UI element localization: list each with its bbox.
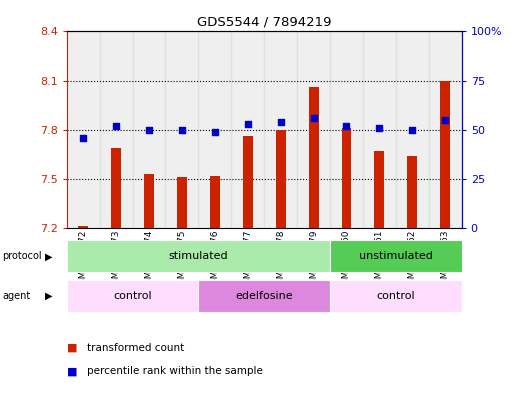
Bar [440,81,450,228]
Text: protocol: protocol [3,252,42,261]
Text: agent: agent [3,291,31,301]
Bar [264,31,297,228]
Point [112,123,120,129]
Bar [144,174,154,228]
Bar [374,151,384,228]
Bar [231,31,264,228]
Bar [309,87,319,228]
Bar [330,241,462,272]
Bar [199,280,330,312]
Point [376,125,384,131]
Text: control: control [377,291,415,301]
Bar [429,31,462,228]
Text: ▶: ▶ [45,252,52,261]
Bar [111,148,121,228]
Point [441,117,449,123]
Bar [275,130,286,228]
Text: control: control [113,291,152,301]
Bar [363,31,396,228]
Point [79,134,87,141]
Point [277,119,285,125]
Bar [396,31,429,228]
Point [342,123,350,129]
Bar [330,31,363,228]
Text: ■: ■ [67,343,77,353]
Bar [67,241,330,272]
Bar [78,226,88,228]
Bar [210,176,220,228]
Title: GDS5544 / 7894219: GDS5544 / 7894219 [197,16,331,29]
Text: percentile rank within the sample: percentile rank within the sample [87,366,263,376]
Bar [407,156,417,228]
Point [178,127,186,133]
Bar [165,31,199,228]
Bar [342,128,351,228]
Bar [199,31,231,228]
Bar [132,31,165,228]
Text: unstimulated: unstimulated [359,252,433,261]
Bar [67,31,100,228]
Bar [297,31,330,228]
Point [211,129,219,135]
Bar [177,177,187,228]
Text: ■: ■ [67,366,77,376]
Text: edelfosine: edelfosine [235,291,293,301]
Point [408,127,417,133]
Text: ▶: ▶ [45,291,52,301]
Bar [330,280,462,312]
Bar [67,280,199,312]
Bar [243,136,253,228]
Text: stimulated: stimulated [169,252,228,261]
Bar [100,31,132,228]
Point [244,121,252,127]
Point [145,127,153,133]
Point [309,115,318,121]
Text: transformed count: transformed count [87,343,185,353]
